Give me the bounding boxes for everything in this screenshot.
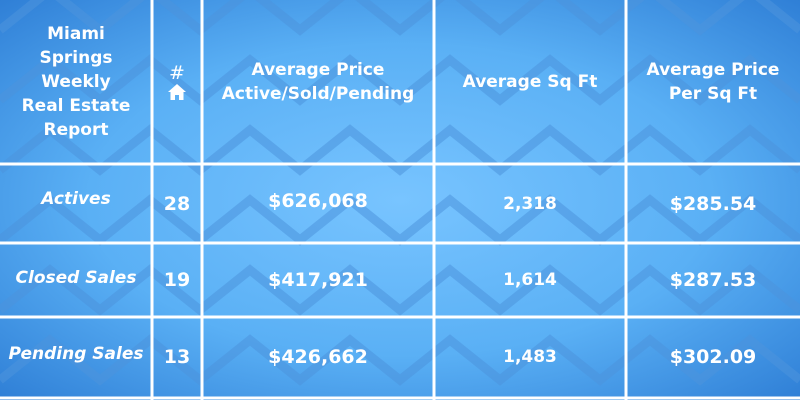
- closed-sales-avg-sqft: 1,614: [503, 270, 557, 290]
- title-line: Real Estate: [21, 96, 131, 116]
- house-icon: [168, 84, 186, 100]
- actives-count: 28: [163, 192, 191, 215]
- title-line: Miami: [47, 24, 105, 44]
- actives-avg-sqft: 2,318: [503, 193, 557, 214]
- title-line: Weekly: [41, 72, 111, 92]
- count-header: #: [152, 0, 202, 164]
- title-line: Report: [43, 120, 109, 140]
- pending-sales-price-per-sqft: $302.09: [669, 345, 757, 368]
- header-line: Average Price: [646, 60, 780, 80]
- actives-avg-price: $626,068: [268, 190, 368, 212]
- header-line: Active/Sold/Pending: [221, 84, 415, 104]
- report-title: Miami Springs Weekly Real Estate Report: [0, 0, 152, 164]
- closed-sales-count: 19: [163, 269, 191, 291]
- header-line: Per Sq Ft: [668, 84, 758, 104]
- price-per-sqft-header: Average Price Per Sq Ft: [626, 0, 800, 164]
- closed-sales-avg-price: $417,921: [268, 269, 368, 291]
- pending-sales-avg-price: $426,662: [268, 345, 368, 368]
- row-label-pending-sales: Pending Sales: [8, 344, 144, 364]
- closed-sales-price-per-sqft: $287.53: [669, 269, 757, 291]
- title-line: Springs: [39, 48, 113, 68]
- avg-price-header: Average Price Active/Sold/Pending: [202, 0, 434, 164]
- avg-sqft-header: Average Sq Ft: [434, 0, 626, 164]
- actives-price-per-sqft: $285.54: [669, 192, 757, 215]
- header-line: Average Sq Ft: [462, 72, 598, 92]
- hash-symbol: #: [169, 62, 185, 84]
- row-label-closed-sales: Closed Sales: [15, 268, 137, 288]
- header-line: Average Price: [251, 60, 385, 80]
- pending-sales-count: 13: [163, 345, 191, 368]
- row-label-actives: Actives: [41, 189, 111, 209]
- pending-sales-avg-sqft: 1,483: [503, 346, 557, 367]
